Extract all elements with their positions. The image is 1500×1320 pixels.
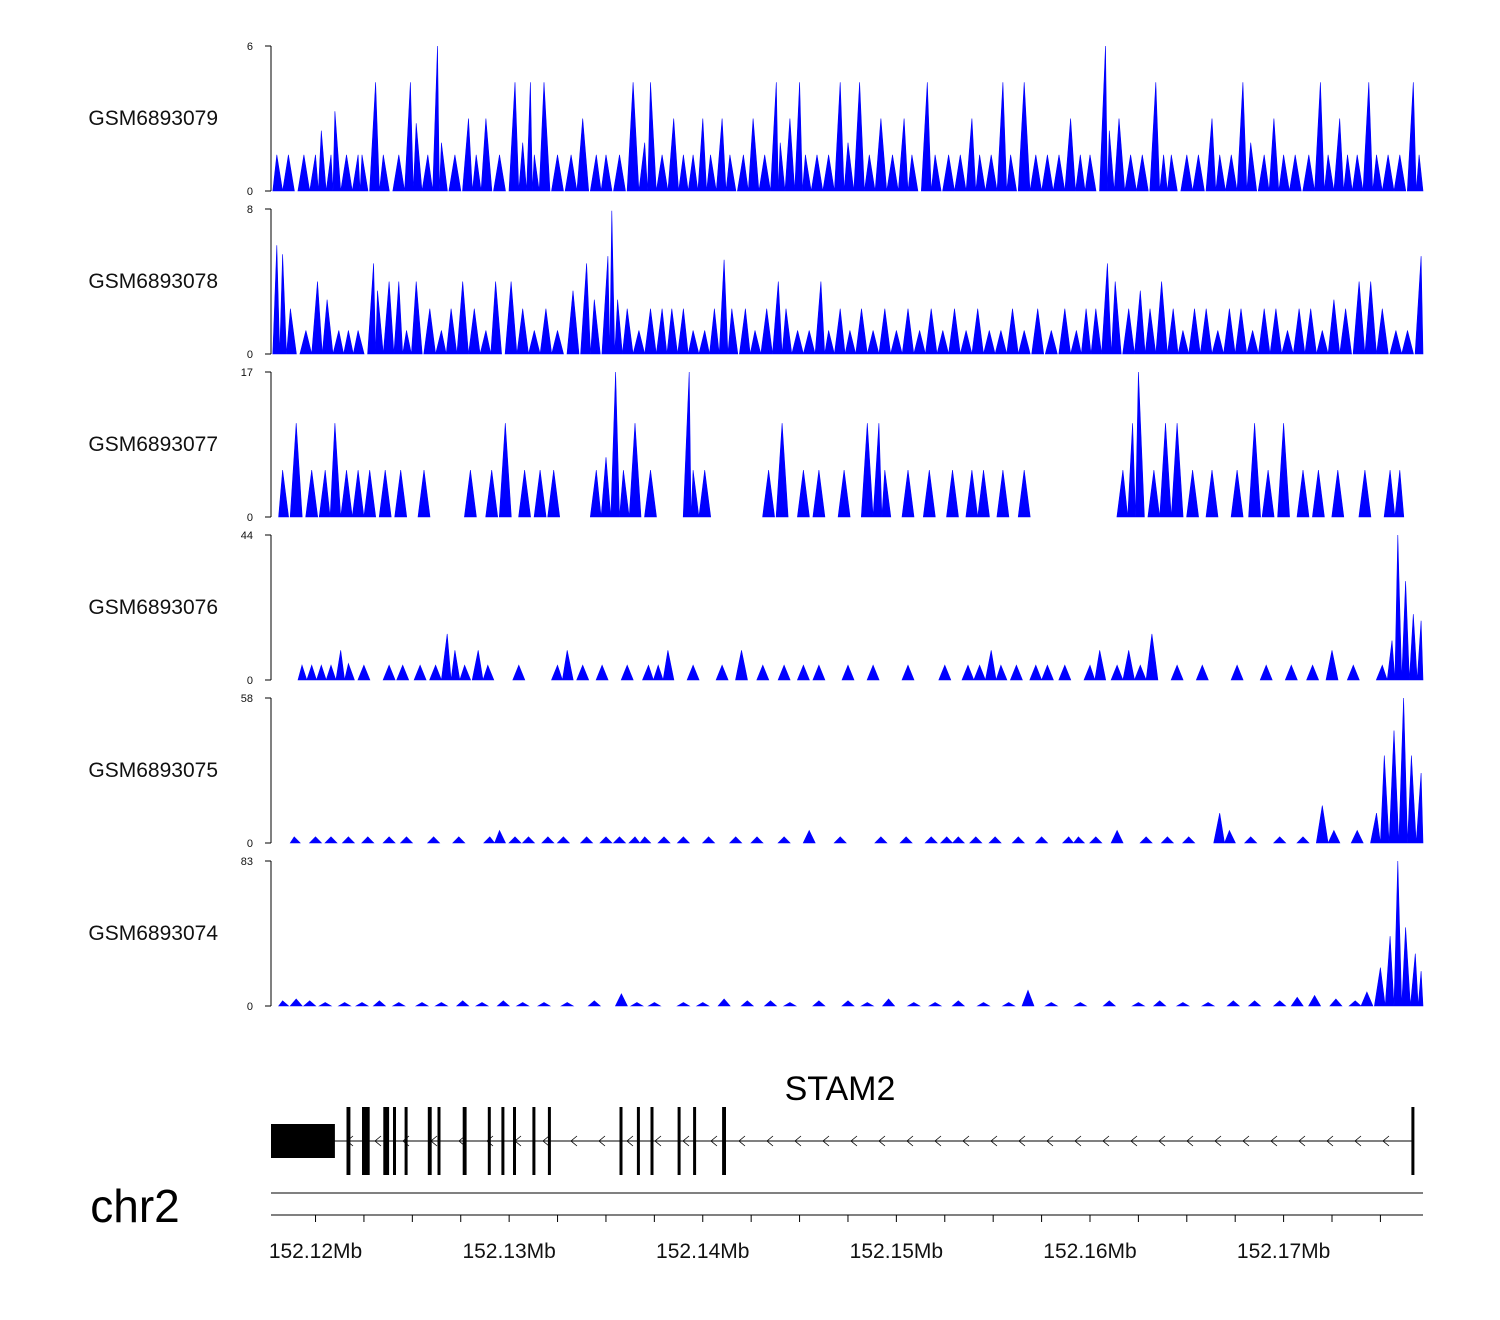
exon	[532, 1107, 536, 1175]
exon	[437, 1107, 441, 1175]
track-label: GSM6893076	[88, 596, 218, 619]
track-label: GSM6893075	[88, 759, 218, 782]
track-label: GSM6893074	[88, 922, 218, 945]
axis-tick-label: 152.14Mb	[656, 1240, 749, 1263]
y-max-label: 83	[241, 856, 253, 868]
axis-tick-label: 152.15Mb	[850, 1240, 943, 1263]
track-GSM6893078: GSM6893078 8 0	[88, 204, 1424, 361]
exon	[722, 1107, 726, 1175]
track-label: GSM6893077	[88, 433, 218, 456]
track-label: GSM6893079	[88, 107, 218, 130]
exon	[487, 1107, 491, 1175]
y-min-label: 0	[247, 512, 253, 524]
axis-tick-label: 152.13Mb	[462, 1240, 555, 1263]
exon	[501, 1107, 505, 1175]
coverage-area	[289, 697, 1424, 844]
coverage-area	[272, 210, 1424, 355]
axis-tick-label: 152.17Mb	[1237, 1240, 1330, 1263]
exon	[650, 1107, 654, 1175]
exon	[677, 1107, 681, 1175]
gene-exons	[271, 1107, 1415, 1175]
axis-tick-label: 152.16Mb	[1043, 1240, 1136, 1263]
coverage-area	[278, 371, 1405, 518]
track-label: GSM6893078	[88, 270, 218, 293]
track-GSM6893075: GSM6893075 58 0	[88, 693, 1424, 850]
exon	[636, 1107, 640, 1175]
chromosome-label: chr2	[90, 1180, 179, 1232]
exon	[462, 1107, 467, 1175]
y-min-label: 0	[247, 186, 253, 198]
exon	[619, 1107, 623, 1175]
y-min-label: 0	[247, 1001, 253, 1013]
axis-ticks: 152.12Mb 152.13Mb 152.14Mb 152.15Mb 152.16Mb…	[269, 1215, 1381, 1263]
exon	[693, 1107, 697, 1175]
y-max-label: 17	[241, 367, 253, 379]
coverage-area	[272, 45, 1424, 192]
y-max-label: 44	[241, 530, 253, 542]
gene-name-label: STAM2	[785, 1070, 896, 1108]
exon	[346, 1107, 351, 1175]
exon	[547, 1107, 551, 1175]
exon	[404, 1107, 408, 1175]
exon	[427, 1107, 432, 1175]
y-min-label: 0	[247, 838, 253, 850]
track-GSM6893074: GSM6893074 83 0	[88, 856, 1424, 1013]
track-GSM6893077: GSM6893077 17 0	[88, 367, 1405, 524]
exon	[393, 1107, 396, 1175]
axis-tick-label: 152.12Mb	[269, 1240, 362, 1263]
y-max-label: 6	[247, 41, 253, 53]
gene-track: STAM2	[271, 1070, 1415, 1175]
track-GSM6893076: GSM6893076 44 0	[88, 530, 1424, 687]
exon	[383, 1107, 390, 1175]
track-GSM6893079: GSM6893079 6 0	[88, 41, 1424, 198]
exon	[362, 1107, 370, 1175]
exon	[1411, 1107, 1415, 1175]
y-max-label: 8	[247, 204, 253, 216]
y-max-label: 58	[241, 693, 253, 705]
y-min-label: 0	[247, 349, 253, 361]
y-min-label: 0	[247, 675, 253, 687]
exon	[513, 1107, 516, 1175]
coverage-area	[297, 534, 1424, 681]
coverage-area	[277, 860, 1424, 1007]
signal-tracks: GSM689307960GSM689307880GSM6893077170GSM…	[88, 41, 1424, 1013]
exon	[271, 1124, 335, 1158]
genome-axis: 152.12Mb 152.13Mb 152.14Mb 152.15Mb 152.16Mb…	[269, 1192, 1423, 1263]
